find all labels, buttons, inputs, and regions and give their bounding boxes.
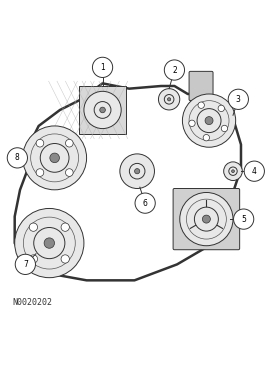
Circle shape [7,148,27,168]
Circle shape [44,238,55,248]
Circle shape [120,154,154,189]
Circle shape [134,169,140,174]
Circle shape [202,215,210,223]
Circle shape [36,139,44,147]
Circle shape [229,167,237,175]
Text: 2: 2 [172,66,177,75]
Circle shape [224,162,242,180]
Text: 3: 3 [236,95,241,104]
Text: 7: 7 [23,260,28,269]
Circle shape [198,102,204,108]
Circle shape [244,161,264,181]
Circle shape [232,170,234,173]
Text: 4: 4 [252,167,257,176]
Circle shape [29,223,38,231]
Circle shape [65,169,73,176]
Circle shape [203,135,210,141]
Circle shape [61,255,69,263]
Text: 8: 8 [15,154,20,162]
Circle shape [182,94,236,147]
Circle shape [189,120,195,127]
Circle shape [29,255,38,263]
Circle shape [158,89,180,110]
Circle shape [36,169,44,176]
Circle shape [93,57,113,77]
Circle shape [205,117,213,125]
Circle shape [135,193,155,213]
Circle shape [233,209,254,229]
Circle shape [218,105,224,111]
Circle shape [221,125,228,132]
Circle shape [129,163,145,179]
Circle shape [84,91,121,128]
FancyBboxPatch shape [173,189,240,250]
Circle shape [94,101,111,118]
Polygon shape [79,86,126,134]
Circle shape [15,254,36,275]
Circle shape [61,223,69,231]
Circle shape [168,98,171,101]
Circle shape [164,94,174,104]
Circle shape [40,144,69,172]
Circle shape [164,60,185,80]
Text: N0020202: N0020202 [12,298,52,307]
Circle shape [23,126,87,190]
Circle shape [190,89,212,110]
Circle shape [180,193,233,246]
Circle shape [100,107,105,113]
Circle shape [15,208,84,278]
Circle shape [50,153,59,163]
Circle shape [197,108,221,132]
Text: 6: 6 [143,199,148,208]
Circle shape [228,89,249,110]
Text: 5: 5 [241,215,246,224]
Circle shape [65,139,73,147]
Circle shape [194,207,218,231]
FancyBboxPatch shape [189,71,213,101]
Text: 1: 1 [100,63,105,72]
Circle shape [34,228,65,259]
